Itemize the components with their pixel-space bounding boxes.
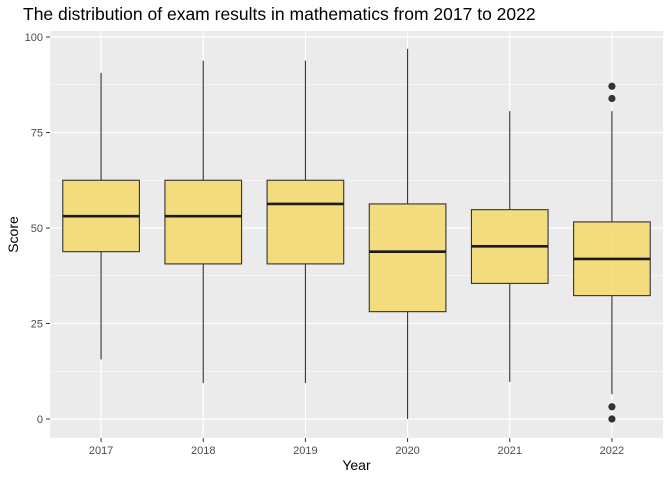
- box-2017: [62, 72, 140, 360]
- box-2020: [368, 48, 447, 419]
- y-tick-label: 100: [25, 32, 43, 44]
- y-tick-label: 0: [37, 414, 43, 426]
- x-tick-label: 2017: [89, 445, 113, 457]
- x-tick-label: 2022: [600, 445, 624, 457]
- box-2021: [470, 111, 549, 382]
- x-axis-title: Year: [342, 457, 371, 473]
- x-tick-label: 2018: [191, 445, 215, 457]
- x-tick-label: 2020: [395, 445, 419, 457]
- box-iqr: [266, 179, 345, 265]
- plot-panel: [50, 31, 663, 438]
- x-tick-label: 2019: [293, 445, 317, 457]
- box-2018: [164, 60, 243, 384]
- y-tick-label: 50: [31, 223, 43, 235]
- outlier-point: [608, 403, 616, 411]
- x-axis: 2017 2018 2019 2020 2021 2022: [89, 438, 624, 457]
- box-2019: [266, 60, 345, 384]
- box-2022: [573, 82, 651, 423]
- chart-title: The distribution of exam results in math…: [23, 4, 536, 24]
- y-axis-title: Score: [5, 216, 21, 253]
- y-tick-label: 75: [31, 128, 43, 140]
- y-axis: 0 25 50 75 100: [25, 32, 50, 426]
- box-iqr: [368, 203, 447, 313]
- x-tick-label: 2021: [498, 445, 522, 457]
- outlier-point: [608, 94, 616, 103]
- outlier-point: [608, 82, 616, 90]
- y-tick-label: 25: [31, 319, 43, 331]
- box-iqr: [164, 179, 243, 265]
- boxes-layer: [62, 48, 651, 423]
- outlier-point: [608, 415, 616, 423]
